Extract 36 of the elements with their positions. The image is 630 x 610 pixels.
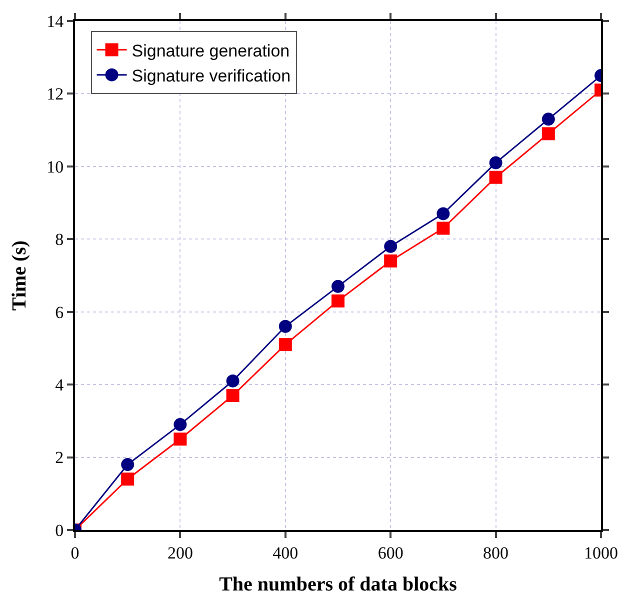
x-axis-title: The numbers of data blocks (219, 573, 458, 596)
x-tick-label: 0 (70, 543, 80, 562)
y-tick-label: 8 (55, 230, 64, 250)
point (384, 254, 398, 268)
y-axis-title: Time (s) (8, 240, 31, 311)
point (121, 472, 134, 486)
y-tick-label: 0 (55, 520, 64, 540)
point (384, 240, 398, 253)
y-tick-label: 6 (55, 302, 64, 322)
point (121, 458, 134, 472)
x-tick-label: 600 (378, 543, 404, 562)
legend-label: Signature generation (132, 41, 290, 60)
y-tick-label: 10 (46, 157, 64, 176)
x-tick-label: 1000 (584, 543, 618, 562)
point (436, 207, 450, 220)
point (436, 222, 450, 235)
y-tick-label: 4 (55, 376, 64, 395)
point (278, 320, 292, 333)
x-tick-label: 800 (483, 543, 509, 562)
legend-label: Signature verification (132, 66, 291, 86)
point (226, 374, 240, 388)
point (332, 280, 344, 293)
x-tick-label: 200 (167, 543, 193, 562)
y-tick-label: 12 (46, 84, 64, 104)
point (542, 127, 555, 140)
y-tick-label: 14 (46, 12, 64, 31)
point (278, 338, 292, 352)
point (542, 112, 555, 126)
point (489, 156, 502, 170)
point (174, 432, 187, 446)
point (332, 294, 344, 308)
point (174, 418, 187, 432)
point (489, 170, 502, 184)
x-tick-label: 400 (272, 543, 298, 562)
point (226, 388, 240, 402)
y-tick-label: 2 (55, 448, 64, 468)
